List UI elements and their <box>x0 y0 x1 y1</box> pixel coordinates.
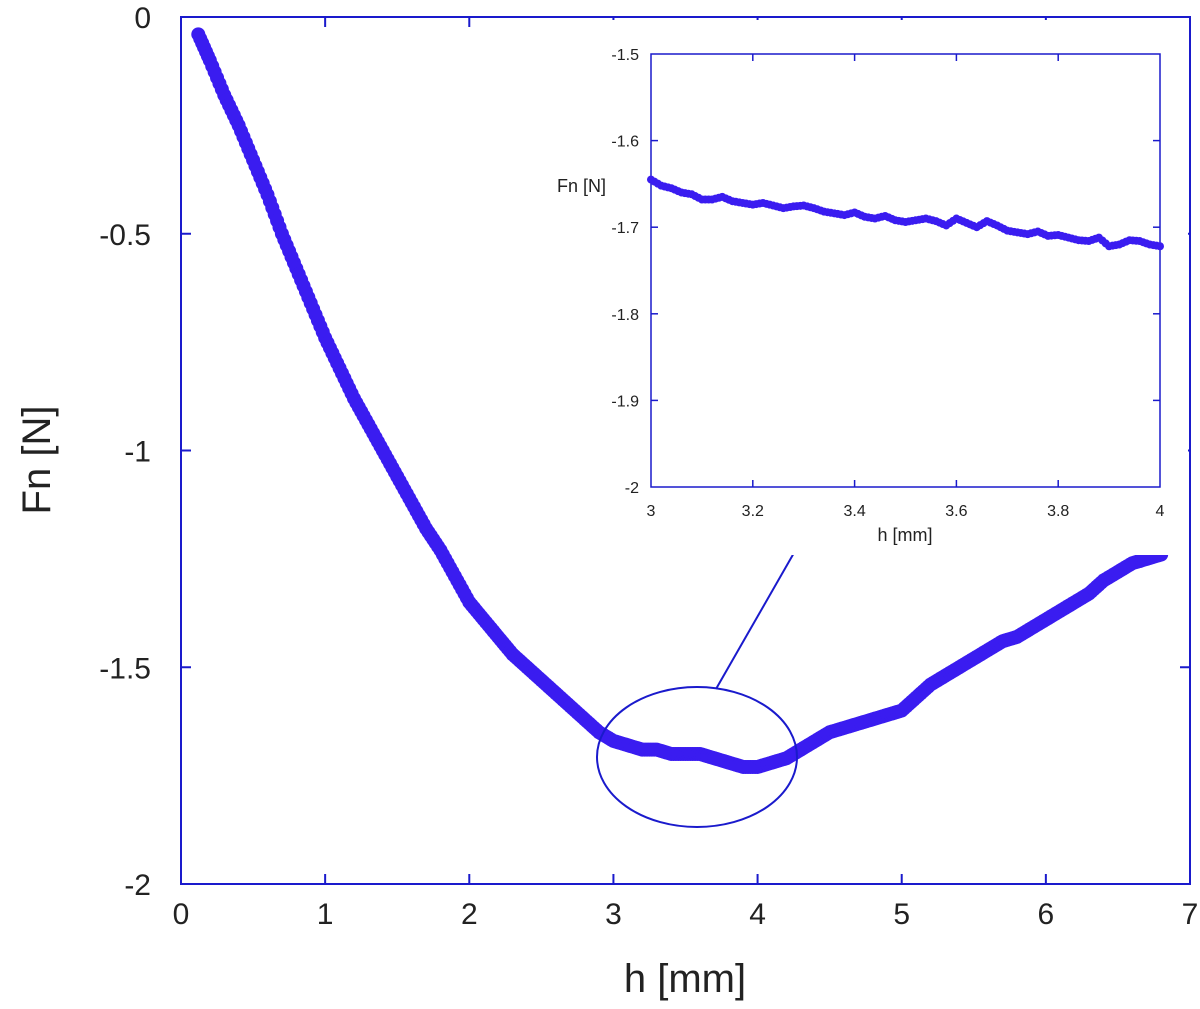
inset-x-axis-label: h [mm] <box>877 525 932 545</box>
main-y-tick-label: 0 <box>134 2 151 35</box>
zoom-ellipse <box>596 686 798 828</box>
main-x-tick-label: 7 <box>1182 898 1199 931</box>
main-x-tick-label: 4 <box>749 898 766 931</box>
main-y-tick-label: -2 <box>124 869 151 902</box>
main-y-ticks: 0 -0.5 -1 -1.5 -2 <box>99 2 1190 902</box>
inset-x-tick-label: 3.6 <box>945 503 967 520</box>
inset-series-points <box>647 175 1164 251</box>
inset-y-ticks: -1.5 -1.6 -1.7 -1.8 -1.9 -2 <box>611 47 1160 497</box>
inset-y-tick-label: -1.9 <box>611 393 639 410</box>
inset-y-tick-label: -1.6 <box>611 134 639 151</box>
inset-y-axis-label: Fn [N] <box>557 176 606 196</box>
main-x-axis-label: h [mm] <box>624 957 746 1001</box>
main-y-tick-label: -0.5 <box>99 219 151 252</box>
main-x-tick-label: 3 <box>605 898 622 931</box>
main-series-points <box>191 27 1169 774</box>
main-x-ticks: 0 1 2 3 4 5 6 7 <box>173 17 1199 931</box>
main-y-axis-label: Fn [N] <box>15 406 59 515</box>
main-x-tick-label: 0 <box>173 898 190 931</box>
main-x-tick-label: 5 <box>893 898 910 931</box>
inset-y-tick-label: -2 <box>625 480 639 497</box>
inset-x-ticks: 3 3.2 3.4 3.6 3.8 4 <box>647 54 1165 520</box>
inset-x-tick-label: 3.2 <box>742 503 764 520</box>
inset-data-point <box>1156 242 1164 251</box>
inset-background <box>560 20 1188 555</box>
main-plot: 0 1 2 3 4 5 6 7 0 -0.5 -1 -1.5 -2 h [mm] Fn [N] <box>15 2 1198 1001</box>
inset-plot: 3 3.2 3.4 3.6 3.8 4 -1.5 -1.6 -1.7 -1.8 -1.9 -2 h … <box>557 20 1188 555</box>
inset-x-tick-label: 4 <box>1156 503 1165 520</box>
main-y-tick-label: -1.5 <box>99 652 151 685</box>
main-x-tick-label: 6 <box>1038 898 1055 931</box>
main-y-tick-label: -1 <box>124 436 151 469</box>
inset-plot-frame <box>650 53 1161 488</box>
inset-y-tick-label: -1.8 <box>611 307 639 324</box>
main-x-tick-label: 1 <box>317 898 334 931</box>
inset-x-tick-label: 3 <box>647 503 656 520</box>
inset-x-tick-label: 3.4 <box>843 503 865 520</box>
main-x-tick-label: 2 <box>461 898 478 931</box>
inset-x-tick-label: 3.8 <box>1047 503 1069 520</box>
inset-y-tick-label: -1.5 <box>611 47 639 64</box>
inset-y-tick-label: -1.7 <box>611 220 639 237</box>
